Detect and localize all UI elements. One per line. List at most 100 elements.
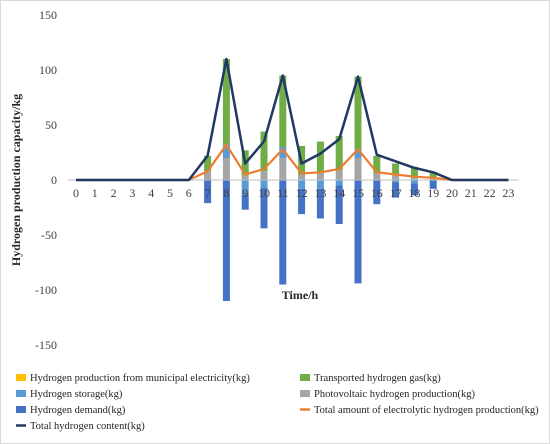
x-tick-label: 4 — [148, 186, 154, 200]
bar-hydrogen-demand-9 — [241, 194, 249, 210]
bar-photovoltaic-hydrogen-production-7 — [204, 171, 212, 180]
legend-swatch-hydrogen-demand — [16, 406, 26, 413]
bar-photovoltaic-hydrogen-production-10 — [260, 171, 268, 180]
y-tick-label: -100 — [35, 283, 57, 297]
y-tick-label: -50 — [41, 228, 57, 242]
bars-layer — [204, 59, 437, 301]
bar-hydrogen-demand-8 — [222, 180, 230, 301]
x-tick-label: 5 — [167, 186, 173, 200]
bar-photovoltaic-hydrogen-production-19 — [429, 178, 437, 180]
y-tick-label: 150 — [39, 8, 57, 22]
x-tick-label: 12 — [296, 186, 308, 200]
bar-photovoltaic-hydrogen-production-16 — [373, 173, 381, 180]
bar-hydrogen-demand-16 — [373, 180, 381, 205]
x-tick-label: 7 — [205, 186, 211, 200]
bar-transported-hydrogen-gas-15 — [354, 76, 362, 150]
legend-swatch-hydrogen-production-from-municipal-electricity — [16, 374, 26, 381]
x-tick-label: 13 — [314, 186, 326, 200]
x-tick-label: 16 — [371, 186, 383, 200]
bar-hydrogen-storage-12 — [298, 180, 306, 189]
bar-hydrogen-demand-12 — [298, 188, 306, 215]
lines-layer — [76, 57, 509, 182]
x-tick-label: 21 — [465, 186, 477, 200]
bar-hydrogen-demand-11 — [279, 180, 287, 285]
bar-transported-hydrogen-gas-10 — [260, 131, 268, 172]
x-tick-label: 11 — [277, 186, 289, 200]
bar-photovoltaic-hydrogen-production-9 — [241, 175, 249, 180]
legend-label-total-amount-of-electrolytic-hydrogen-production: Total amount of electrolytic hydrogen pr… — [314, 405, 539, 416]
x-tick-label: 1 — [92, 186, 98, 200]
line-total-amount-of-electrolytic-hydrogen-production — [76, 143, 509, 182]
bar-hydrogen-storage-9 — [241, 180, 249, 195]
bar-photovoltaic-hydrogen-production-13 — [316, 173, 324, 180]
x-tick-labels: 0 1 2 3 4 5 6 7 8 9 10 11 12 13 14 15 16 17 18 19 20 21 22 23 — [73, 186, 514, 200]
x-tick-label: 0 — [73, 186, 79, 200]
bar-transported-hydrogen-gas-11 — [279, 75, 287, 147]
y-tick-label: 50 — [45, 118, 57, 132]
bar-hydrogen-storage-14 — [335, 180, 343, 186]
bar-transported-hydrogen-gas-18 — [410, 166, 418, 178]
y-tick-label: 0 — [51, 173, 57, 187]
legend-label-hydrogen-production-from-municipal-electricity: Hydrogen production from municipal elect… — [30, 373, 250, 384]
x-tick-label: 23 — [502, 186, 514, 200]
legend: Hydrogen production from municipal elect… — [16, 373, 539, 432]
bar-transported-hydrogen-gas-16 — [373, 155, 381, 174]
bar-hydrogen-demand-17 — [392, 182, 400, 198]
x-tick-label: 10 — [258, 186, 270, 200]
legend-label-total-hydrogen-content: Total hydrogen content(kg) — [30, 421, 145, 432]
x-tick-label: 22 — [484, 186, 496, 200]
legend-label-hydrogen-demand: Hydrogen demand(kg) — [30, 405, 126, 416]
x-tick-label: 20 — [446, 186, 458, 200]
x-tick-label: 17 — [390, 186, 402, 200]
bar-hydrogen-demand-7 — [204, 180, 212, 204]
bar-transported-hydrogen-gas-7 — [204, 155, 212, 172]
legend-swatch-hydrogen-storage — [16, 390, 26, 397]
bar-hydrogen-demand-10 — [260, 187, 268, 229]
bar-transported-hydrogen-gas-17 — [392, 163, 400, 176]
bar-transported-hydrogen-gas-13 — [316, 141, 324, 174]
bar-hydrogen-storage-8 — [222, 144, 230, 158]
y-tick-label: -150 — [35, 338, 57, 352]
bar-photovoltaic-hydrogen-production-15 — [354, 158, 362, 180]
bar-hydrogen-demand-14 — [335, 185, 343, 224]
bar-photovoltaic-hydrogen-production-8 — [222, 158, 230, 180]
x-tick-label: 14 — [333, 186, 345, 200]
bar-hydrogen-demand-13 — [316, 188, 324, 219]
legend-label-transported-hydrogen-gas: Transported hydrogen gas(kg) — [314, 373, 441, 384]
line-total-hydrogen-content — [76, 57, 509, 182]
bar-transported-hydrogen-gas-19 — [429, 172, 437, 179]
legend-swatch-photovoltaic-hydrogen-production — [300, 390, 310, 397]
legend-label-photovoltaic-hydrogen-production: Photovoltaic hydrogen production(kg) — [314, 389, 475, 400]
bar-hydrogen-storage-11 — [279, 147, 287, 158]
x-axis-title: Time/h — [282, 288, 319, 302]
bar-hydrogen-storage-10 — [260, 180, 268, 188]
bar-hydrogen-demand-19 — [429, 180, 437, 189]
bar-photovoltaic-hydrogen-production-12 — [298, 174, 306, 180]
legend-swatch-transported-hydrogen-gas — [300, 374, 310, 381]
bar-hydrogen-demand-18 — [410, 183, 418, 196]
bar-transported-hydrogen-gas-8 — [222, 59, 230, 145]
x-tick-label: 6 — [186, 186, 192, 200]
x-tick-label: 19 — [427, 186, 439, 200]
bar-hydrogen-storage-18 — [410, 180, 418, 184]
bar-photovoltaic-hydrogen-production-14 — [335, 170, 343, 180]
y-tick-label: 100 — [39, 63, 57, 77]
bar-photovoltaic-hydrogen-production-11 — [279, 158, 287, 180]
y-axis-title: Hydrogen production capacity/kg — [9, 94, 23, 266]
x-tick-label: 2 — [111, 186, 117, 200]
x-tick-label: 8 — [223, 186, 229, 200]
bar-hydrogen-storage-13 — [316, 180, 324, 189]
legend-label-hydrogen-storage: Hydrogen storage(kg) — [30, 389, 123, 400]
bar-hydrogen-demand-15 — [354, 180, 362, 284]
bar-photovoltaic-hydrogen-production-18 — [410, 177, 418, 180]
x-tick-label: 9 — [242, 186, 248, 200]
bar-transported-hydrogen-gas-14 — [335, 136, 343, 171]
bar-photovoltaic-hydrogen-production-17 — [392, 175, 400, 180]
x-tick-label: 15 — [352, 186, 364, 200]
y-tick-labels: 150 100 50 0 -50 -100 -150 — [35, 8, 57, 352]
x-tick-label: 18 — [408, 186, 420, 200]
x-tick-label: 3 — [129, 186, 135, 200]
bar-hydrogen-storage-15 — [354, 149, 362, 158]
